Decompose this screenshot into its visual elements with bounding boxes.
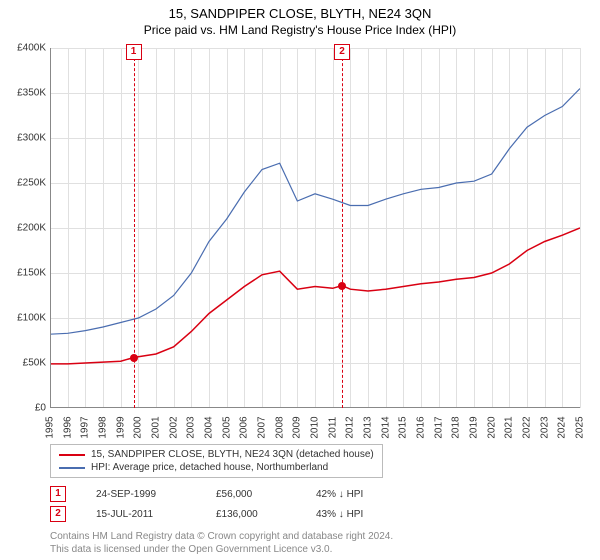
chart-svg (50, 48, 580, 408)
legend-label: 15, SANDPIPER CLOSE, BLYTH, NE24 3QN (de… (91, 449, 374, 460)
sale-date: 15-JUL-2011 (96, 509, 186, 520)
marker-dot (130, 354, 138, 362)
x-tick-label: 2023 (539, 416, 550, 438)
y-tick-label: £350K (17, 88, 46, 99)
x-tick-label: 1997 (80, 416, 91, 438)
attribution: Contains HM Land Registry data © Crown c… (50, 530, 580, 556)
y-axis-line (50, 48, 51, 408)
y-tick-label: £0 (35, 403, 46, 414)
legend-swatch (59, 454, 85, 456)
sale-price: £136,000 (216, 509, 286, 520)
attribution-line: This data is licensed under the Open Gov… (50, 543, 580, 556)
x-tick-label: 2017 (433, 416, 444, 438)
x-tick-label: 2001 (151, 416, 162, 438)
x-tick-label: 2006 (239, 416, 250, 438)
sale-vs-hpi: 43% ↓ HPI (316, 509, 363, 520)
legend-row: HPI: Average price, detached house, Nort… (59, 461, 374, 474)
sale-badge: 1 (50, 486, 66, 502)
x-tick-label: 2014 (380, 416, 391, 438)
x-tick-label: 2000 (133, 416, 144, 438)
sale-date: 24-SEP-1999 (96, 489, 186, 500)
x-tick-label: 2015 (398, 416, 409, 438)
legend-label: HPI: Average price, detached house, Nort… (91, 462, 328, 473)
x-tick-label: 2016 (416, 416, 427, 438)
marker-line (342, 48, 343, 408)
sale-rows: 1 24-SEP-1999 £56,000 42% ↓ HPI 2 15-JUL-2011… (50, 484, 580, 524)
gridline-v (580, 48, 581, 408)
marker-badge: 2 (334, 44, 350, 60)
x-tick-label: 2025 (575, 416, 586, 438)
legend-row: 15, SANDPIPER CLOSE, BLYTH, NE24 3QN (de… (59, 448, 374, 461)
sale-price: £56,000 (216, 489, 286, 500)
legend-and-footer: 15, SANDPIPER CLOSE, BLYTH, NE24 3QN (de… (50, 444, 580, 556)
x-tick-label: 1996 (62, 416, 73, 438)
chart-title: 15, SANDPIPER CLOSE, BLYTH, NE24 3QN (0, 0, 600, 21)
x-tick-label: 2012 (345, 416, 356, 438)
series-property (50, 228, 580, 364)
x-tick-label: 2003 (186, 416, 197, 438)
x-tick-label: 2010 (310, 416, 321, 438)
x-tick-label: 2018 (451, 416, 462, 438)
x-tick-label: 2004 (204, 416, 215, 438)
x-tick-label: 2020 (486, 416, 497, 438)
sale-badge: 2 (50, 506, 66, 522)
y-tick-label: £200K (17, 223, 46, 234)
y-tick-label: £300K (17, 133, 46, 144)
chart-subtitle: Price paid vs. HM Land Registry's House … (0, 21, 600, 37)
attribution-line: Contains HM Land Registry data © Crown c… (50, 530, 580, 543)
sale-row: 2 15-JUL-2011 £136,000 43% ↓ HPI (50, 504, 580, 524)
legend-box: 15, SANDPIPER CLOSE, BLYTH, NE24 3QN (de… (50, 444, 383, 478)
x-tick-label: 2021 (504, 416, 515, 438)
y-tick-label: £150K (17, 268, 46, 279)
x-tick-label: 2011 (327, 417, 338, 439)
y-axis: £0£50K£100K£150K£200K£250K£300K£350K£400… (0, 48, 50, 408)
sale-row: 1 24-SEP-1999 £56,000 42% ↓ HPI (50, 484, 580, 504)
x-tick-label: 2005 (221, 416, 232, 438)
x-tick-label: 2022 (522, 416, 533, 438)
plot-area: 12 (50, 48, 580, 408)
x-tick-label: 2009 (292, 416, 303, 438)
marker-badge: 1 (126, 44, 142, 60)
marker-dot (338, 282, 346, 290)
y-tick-label: £250K (17, 178, 46, 189)
x-axis: 1995199619971998199920002001200220032004… (50, 408, 580, 438)
x-tick-label: 2024 (557, 416, 568, 438)
x-tick-label: 2008 (274, 416, 285, 438)
x-tick-label: 2002 (168, 416, 179, 438)
series-hpi (50, 89, 580, 335)
x-tick-label: 2013 (363, 416, 374, 438)
chart-container: 15, SANDPIPER CLOSE, BLYTH, NE24 3QN Pri… (0, 0, 600, 560)
x-tick-label: 1998 (98, 416, 109, 438)
legend-swatch (59, 467, 85, 469)
x-tick-label: 2007 (257, 416, 268, 438)
x-tick-label: 1995 (45, 416, 56, 438)
x-tick-label: 1999 (115, 416, 126, 438)
y-tick-label: £50K (23, 358, 46, 369)
y-tick-label: £100K (17, 313, 46, 324)
x-tick-label: 2019 (469, 416, 480, 438)
y-tick-label: £400K (17, 43, 46, 54)
sale-vs-hpi: 42% ↓ HPI (316, 489, 363, 500)
